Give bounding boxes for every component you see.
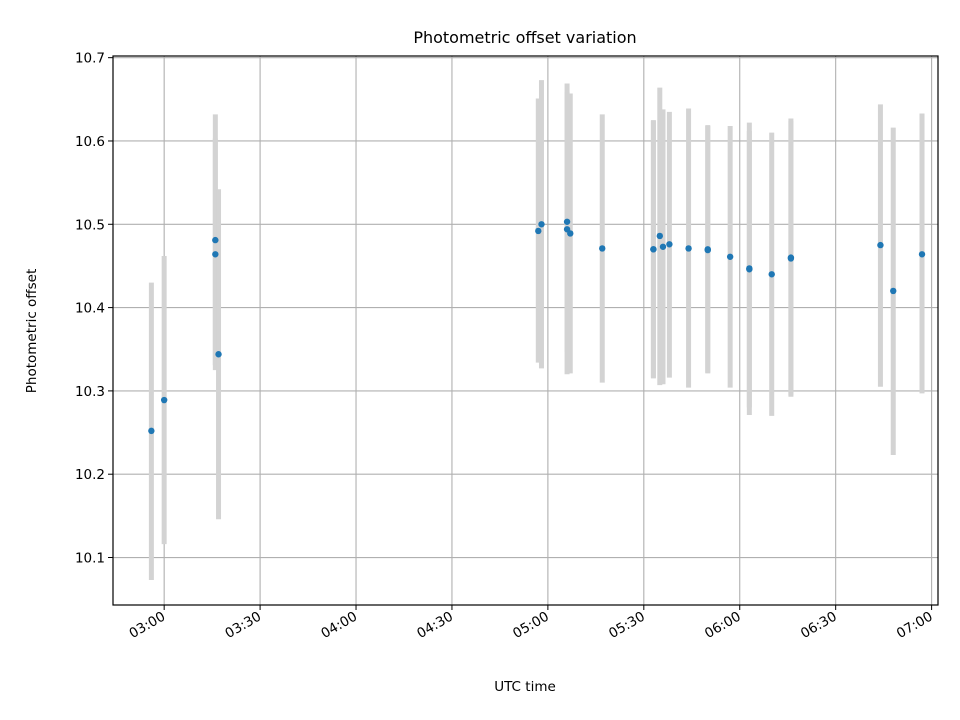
data-point xyxy=(685,245,692,252)
data-point xyxy=(890,287,897,295)
data-point xyxy=(650,246,657,253)
data-point xyxy=(567,230,574,237)
data-point xyxy=(746,266,753,273)
data-point xyxy=(726,253,734,260)
data-point xyxy=(659,243,667,250)
data-point xyxy=(535,227,542,235)
data-point xyxy=(563,218,571,225)
y-tick-label: 10.5 xyxy=(75,217,105,233)
y-tick-label: 10.4 xyxy=(75,301,105,317)
grid xyxy=(113,56,938,605)
data-point xyxy=(599,245,606,252)
data-point xyxy=(212,251,219,258)
data-point xyxy=(212,236,219,244)
data-point xyxy=(877,241,884,249)
data-point xyxy=(148,427,155,435)
data-point xyxy=(538,221,545,228)
y-tick-label: 10.6 xyxy=(75,134,105,150)
y-tick-label: 10.2 xyxy=(75,467,105,483)
y-axis-label: Photometric offset xyxy=(24,269,40,393)
y-tick-label: 10.1 xyxy=(75,551,105,567)
data-point xyxy=(918,251,926,258)
data-point xyxy=(666,241,673,248)
chart-title: Photometric offset variation xyxy=(413,28,636,47)
y-tick-label: 10.7 xyxy=(75,51,105,67)
data-point xyxy=(704,246,711,254)
data-point xyxy=(768,271,775,278)
plot-frame xyxy=(112,55,939,606)
data-point xyxy=(656,232,664,240)
data-point xyxy=(215,351,222,358)
y-tick-label: 10.3 xyxy=(75,384,105,400)
data-point xyxy=(787,255,795,262)
data-points xyxy=(148,218,926,435)
x-axis-label: UTC time xyxy=(494,679,556,695)
data-point xyxy=(160,396,168,404)
